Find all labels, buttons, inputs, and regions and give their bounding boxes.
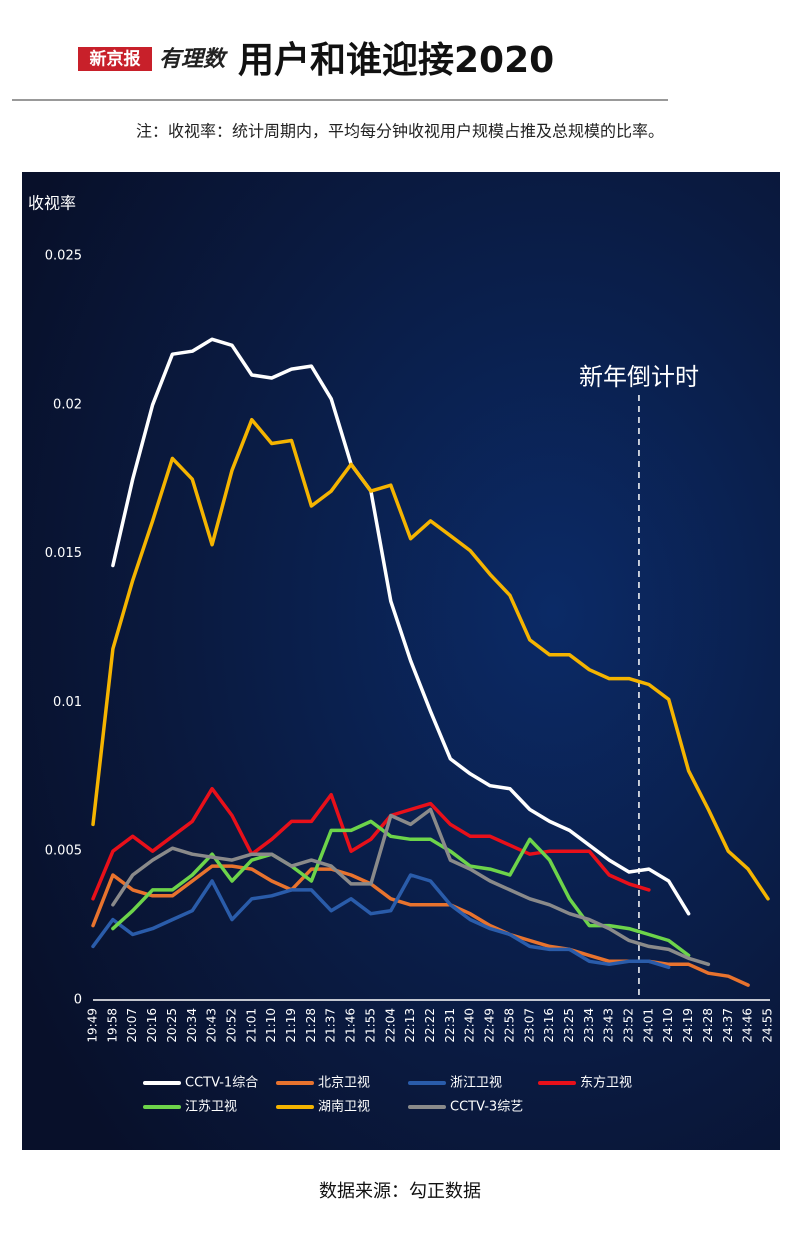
x-tick-label: 24:55	[761, 1008, 775, 1043]
y-tick-label: 0.02	[53, 397, 82, 412]
x-tick-label: 19:58	[105, 1008, 119, 1043]
x-tick-label: 20:43	[205, 1008, 219, 1043]
annotation: 新年倒计时	[579, 363, 699, 391]
x-tick-label: 20:34	[185, 1008, 199, 1043]
x-tick-label: 23:34	[582, 1008, 596, 1043]
y-tick-label: 0.015	[45, 546, 82, 561]
legend-label: CCTV-3综艺	[450, 1100, 523, 1115]
x-tick-label: 21:46	[344, 1008, 358, 1043]
series-line	[91, 417, 770, 901]
x-tick-label: 24:46	[741, 1008, 755, 1043]
x-tick-label: 23:43	[602, 1008, 616, 1043]
y-tick-label: 0.025	[45, 249, 82, 264]
series-line	[111, 807, 711, 967]
x-tick-label: 24:19	[681, 1008, 695, 1043]
x-tick-label: 22:40	[463, 1008, 477, 1043]
x-tick-label: 21:55	[363, 1008, 377, 1043]
x-tick-label: 19:49	[86, 1008, 100, 1043]
x-tick-label: 24:01	[641, 1008, 655, 1043]
source: 数据来源：勾正数据	[319, 1181, 481, 1202]
legend-label: 浙江卫视	[450, 1076, 502, 1091]
y-tick-label: 0	[74, 993, 82, 1008]
x-tick-label: 20:16	[145, 1008, 159, 1043]
x-tick-label: 23:16	[542, 1008, 556, 1043]
chart-panel	[22, 172, 780, 1150]
legend-label: CCTV-1综合	[185, 1076, 258, 1091]
y-tick-label: 0.01	[53, 695, 82, 710]
x-tick-label: 22:58	[502, 1008, 516, 1043]
chart-title: 用户和谁迎接2020	[238, 40, 554, 81]
x-tick-label: 20:07	[125, 1008, 139, 1043]
legend-label: 江苏卫视	[185, 1099, 237, 1115]
x-tick-label: 23:07	[522, 1008, 536, 1043]
x-tick-label: 21:37	[324, 1008, 338, 1043]
x-tick-label: 21:28	[304, 1008, 318, 1043]
logo: 新京报	[90, 49, 141, 70]
legend-label: 湖南卫视	[318, 1099, 370, 1115]
series-line	[91, 873, 671, 970]
x-tick-label: 24:37	[721, 1008, 735, 1043]
legend-label: 北京卫视	[318, 1076, 370, 1091]
x-tick-label: 21:19	[284, 1008, 298, 1043]
x-tick-label: 24:10	[661, 1008, 675, 1043]
legend-label: 东方卫视	[580, 1075, 632, 1091]
series-line	[111, 337, 691, 916]
y-tick-label: 0.005	[45, 844, 82, 859]
x-tick-label: 22:49	[483, 1008, 497, 1043]
x-tick-label: 22:13	[403, 1008, 417, 1043]
x-tick-label: 22:04	[383, 1008, 397, 1043]
x-tick-label: 20:25	[165, 1008, 179, 1043]
brand: 有理数	[159, 47, 228, 72]
logo-box	[78, 47, 152, 71]
series-line	[91, 786, 651, 901]
x-tick-label: 22:22	[423, 1008, 437, 1043]
x-tick-label: 21:01	[244, 1008, 258, 1043]
x-tick-label: 24:28	[701, 1008, 715, 1043]
x-tick-label: 23:52	[622, 1008, 636, 1043]
x-tick-label: 22:31	[443, 1008, 457, 1043]
note: 注：收视率：统计周期内，平均每分钟收视用户规模占推及总规模的比率。	[136, 122, 664, 141]
x-tick-label: 23:25	[562, 1008, 576, 1043]
y-axis-label: 收视率	[28, 194, 76, 213]
x-tick-label: 20:52	[224, 1008, 238, 1043]
x-tick-label: 21:10	[264, 1008, 278, 1043]
